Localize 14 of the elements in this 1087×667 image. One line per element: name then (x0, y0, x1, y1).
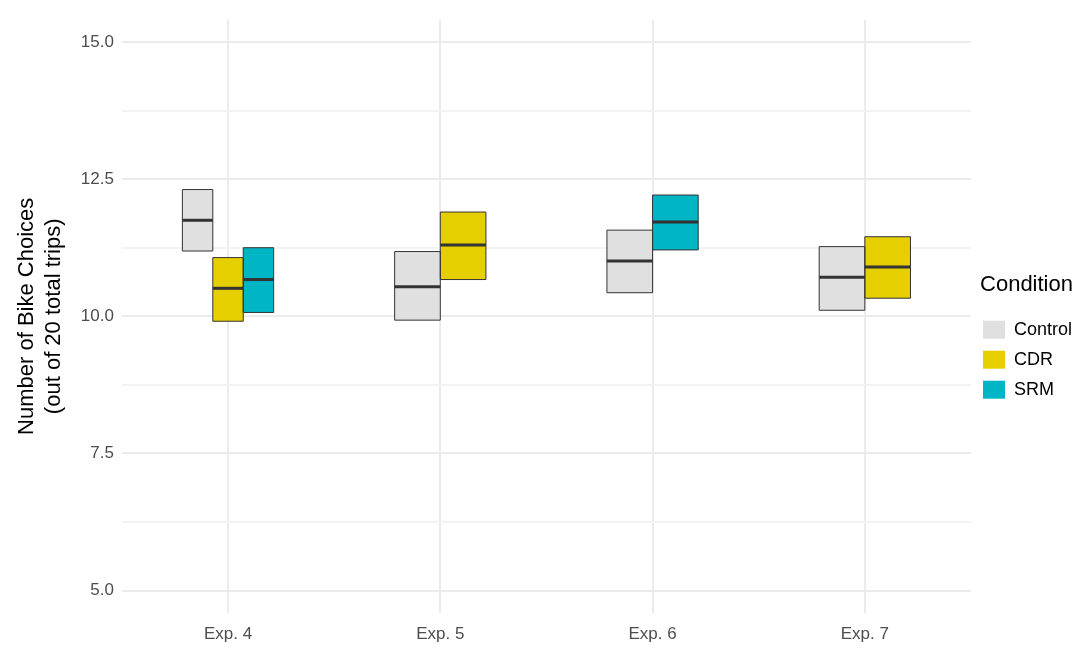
x-tick-label: Exp. 4 (203, 624, 253, 644)
x-tick-label: Exp. 7 (840, 624, 889, 644)
x-tick-label: Exp. 6 (628, 624, 677, 644)
y-tick-label: 5.0 (90, 580, 114, 600)
legend-label: SRM (1013, 378, 1054, 399)
legend-title: Condition (980, 271, 1073, 297)
y-tick-label: 12.5 (80, 168, 114, 188)
legend-label: CDR (1013, 348, 1053, 369)
x-tick-label: Exp. 5 (416, 624, 465, 644)
y-tick-label: 15.0 (80, 31, 114, 51)
y-tick-label: 10.0 (80, 305, 114, 325)
y-axis-title: Number of Bike Choices (out of 20 total trips) (13, 197, 65, 435)
y-tick-label: 7.5 (90, 443, 114, 463)
legend-label: Control (1013, 318, 1073, 339)
